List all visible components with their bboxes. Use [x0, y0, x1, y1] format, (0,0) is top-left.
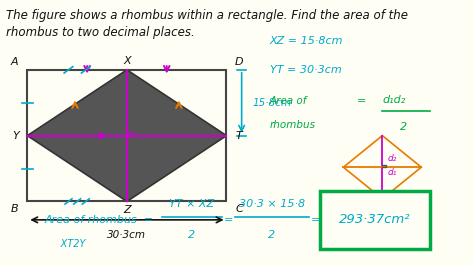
Text: d₁: d₁ — [388, 168, 397, 177]
Text: =: = — [356, 96, 366, 106]
Text: 2: 2 — [401, 122, 408, 132]
Text: Z: Z — [123, 205, 131, 215]
Text: =: = — [224, 215, 233, 225]
Text: Area of rhombus  =: Area of rhombus = — [45, 215, 154, 225]
Text: B: B — [11, 204, 18, 214]
Text: XZ = 15·8cm: XZ = 15·8cm — [270, 36, 343, 45]
Text: 30·3 × 15·8: 30·3 × 15·8 — [239, 199, 305, 209]
Text: 293·37cm²: 293·37cm² — [339, 213, 410, 226]
Text: Y: Y — [12, 131, 18, 141]
Text: X: X — [123, 56, 131, 66]
Text: 2: 2 — [268, 230, 275, 240]
Polygon shape — [27, 70, 227, 201]
Text: C: C — [235, 204, 243, 214]
Text: YT = 30·3cm: YT = 30·3cm — [270, 65, 342, 74]
Text: 2: 2 — [188, 230, 195, 240]
Text: 30·3cm: 30·3cm — [108, 230, 146, 240]
Text: The figure shows a rhombus within a rectangle. Find the area of the
rhombus to t: The figure shows a rhombus within a rect… — [6, 9, 408, 39]
Text: XT2Y: XT2Y — [45, 239, 85, 248]
Text: d₂: d₂ — [388, 153, 397, 163]
Text: A: A — [11, 57, 18, 67]
Text: d₁d₂: d₁d₂ — [383, 95, 406, 105]
Text: Area of: Area of — [270, 96, 307, 106]
Text: rhombus: rhombus — [270, 120, 316, 130]
Text: D: D — [235, 57, 244, 67]
Text: YT × XZ: YT × XZ — [169, 199, 214, 209]
FancyBboxPatch shape — [319, 191, 430, 249]
Text: 15·8cm: 15·8cm — [253, 98, 292, 108]
Text: =: = — [310, 215, 320, 225]
Text: T: T — [235, 131, 242, 141]
